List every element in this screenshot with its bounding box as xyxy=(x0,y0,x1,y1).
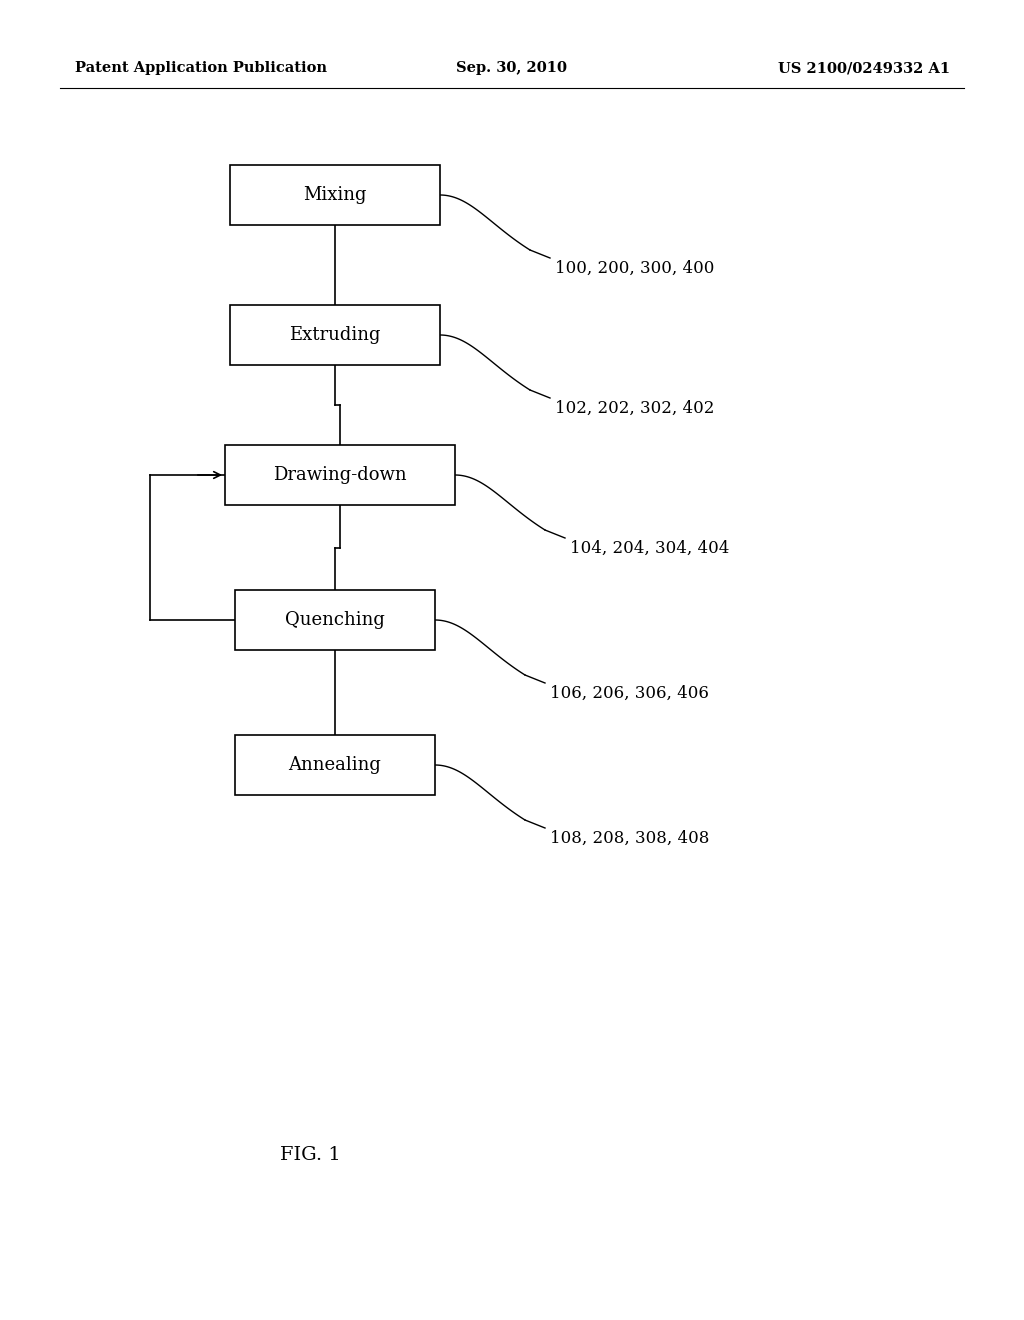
Bar xyxy=(234,735,435,795)
Text: Annealing: Annealing xyxy=(289,756,381,774)
Text: Extruding: Extruding xyxy=(289,326,381,345)
Bar xyxy=(230,165,440,224)
Text: 102, 202, 302, 402: 102, 202, 302, 402 xyxy=(555,400,715,417)
Text: 106, 206, 306, 406: 106, 206, 306, 406 xyxy=(550,685,709,701)
Text: FIG. 1: FIG. 1 xyxy=(280,1146,340,1164)
Text: Drawing-down: Drawing-down xyxy=(273,466,407,484)
Text: Mixing: Mixing xyxy=(303,186,367,205)
Text: 100, 200, 300, 400: 100, 200, 300, 400 xyxy=(555,260,715,276)
Bar xyxy=(225,445,455,506)
Text: Patent Application Publication: Patent Application Publication xyxy=(75,61,327,75)
Text: Quenching: Quenching xyxy=(285,611,385,630)
Text: Sep. 30, 2010: Sep. 30, 2010 xyxy=(457,61,567,75)
Text: 108, 208, 308, 408: 108, 208, 308, 408 xyxy=(550,829,710,846)
Text: US 2100/0249332 A1: US 2100/0249332 A1 xyxy=(778,61,950,75)
Text: 104, 204, 304, 404: 104, 204, 304, 404 xyxy=(570,540,729,557)
Bar xyxy=(234,590,435,649)
Bar xyxy=(230,305,440,366)
